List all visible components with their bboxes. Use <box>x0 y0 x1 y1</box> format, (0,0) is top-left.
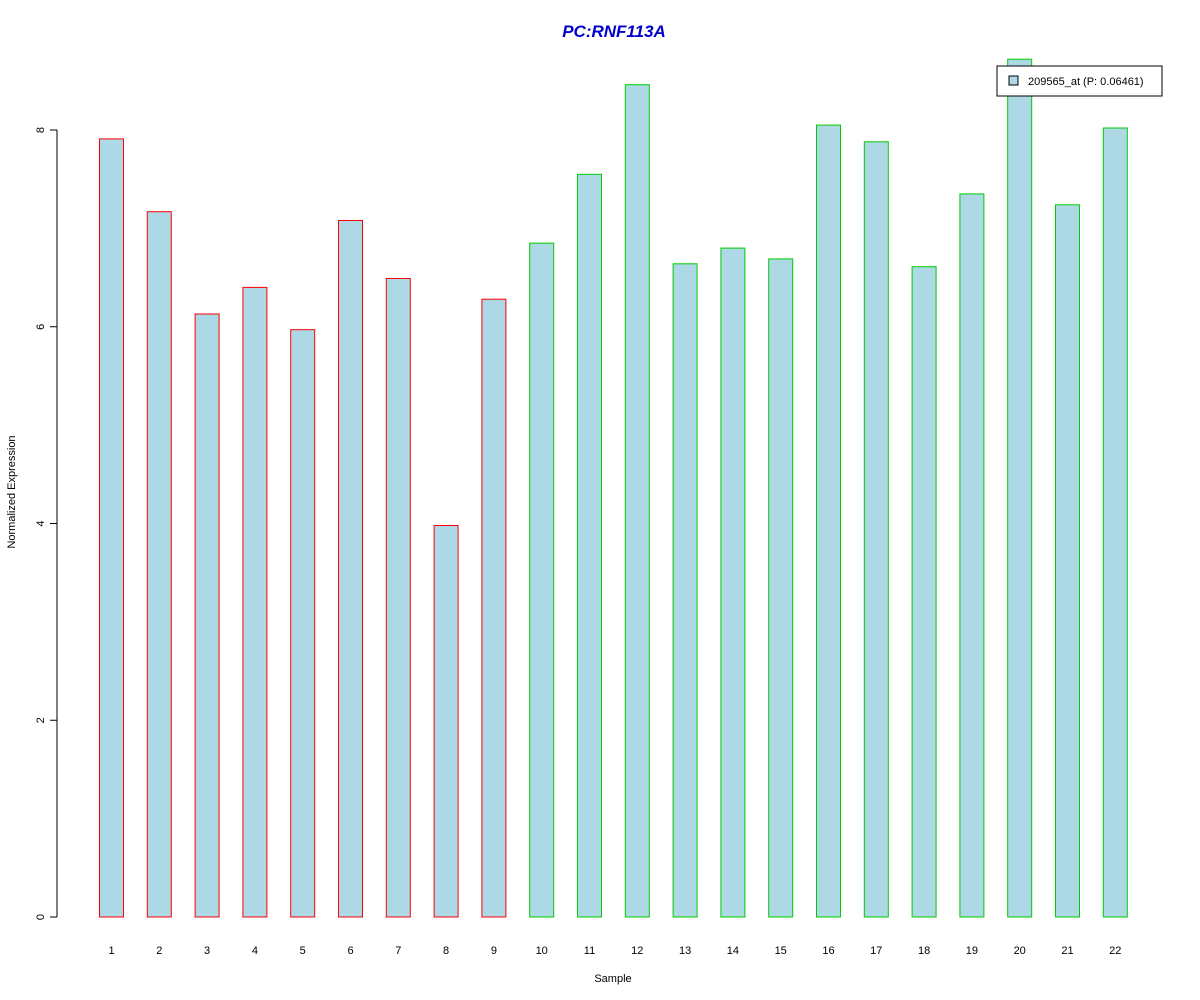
x-tick-label: 6 <box>347 945 353 957</box>
bar-sample-15 <box>768 258 794 918</box>
y-axis: 0 2 4 6 8 <box>35 127 57 920</box>
bar-sample-14 <box>720 247 746 918</box>
chart-title: PC:RNF113A <box>562 22 666 41</box>
y-tick-label: 0 <box>35 914 47 920</box>
x-tick-label: 4 <box>252 945 258 957</box>
x-tick-label: 12 <box>631 945 643 957</box>
x-tick-label: 21 <box>1061 945 1073 957</box>
bar-sample-11 <box>577 173 602 918</box>
bar-sample-9 <box>481 298 507 918</box>
y-axis-label: Normalized Expression <box>6 435 18 548</box>
x-axis-label: Sample <box>594 973 631 985</box>
bar-sample-18 <box>911 266 937 918</box>
x-axis-labels: 1 2 3 4 5 6 7 8 9 10 11 12 13 14 15 16 17 18 19 20 21 22 <box>108 945 1121 957</box>
x-tick-label: 7 <box>395 945 401 957</box>
y-tick-label: 6 <box>35 324 47 330</box>
bar-sample-19 <box>959 193 985 918</box>
x-tick-label: 19 <box>966 945 978 957</box>
x-tick-label: 10 <box>536 945 548 957</box>
bar-sample-8 <box>433 525 459 918</box>
x-tick-label: 14 <box>727 945 739 957</box>
x-tick-label: 8 <box>443 945 449 957</box>
bar-sample-4 <box>242 286 268 918</box>
x-tick-label: 3 <box>204 945 210 957</box>
x-tick-label: 22 <box>1109 945 1121 957</box>
y-tick-label: 8 <box>35 127 47 133</box>
bar-sample-16 <box>816 124 841 918</box>
x-tick-label: 20 <box>1014 945 1026 957</box>
bar-sample-5 <box>290 329 316 918</box>
bar-sample-22 <box>1102 127 1128 918</box>
x-tick-label: 2 <box>156 945 162 957</box>
legend-swatch <box>1008 75 1019 86</box>
legend: 209565_at (P: 0.06461) <box>996 65 1163 97</box>
bar-sample-1 <box>99 138 124 918</box>
legend-label: 209565_at (P: 0.06461) <box>1028 76 1144 88</box>
x-tick-label: 11 <box>584 945 595 957</box>
legend-box <box>996 65 1163 97</box>
bar-sample-3 <box>194 313 220 918</box>
bar-sample-2 <box>146 211 172 918</box>
bar-sample-10 <box>529 242 555 918</box>
bars-group <box>99 58 1128 918</box>
bar-sample-6 <box>338 220 363 918</box>
x-tick-label: 9 <box>491 945 497 957</box>
x-tick-label: 17 <box>870 945 882 957</box>
bar-sample-21 <box>1055 204 1080 918</box>
x-tick-label: 18 <box>918 945 930 957</box>
x-tick-label: 5 <box>300 945 306 957</box>
x-tick-label: 15 <box>775 945 787 957</box>
x-tick-label: 13 <box>679 945 691 957</box>
y-tick-label: 4 <box>35 520 47 526</box>
x-tick-label: 1 <box>108 945 114 957</box>
bar-sample-7 <box>385 278 411 918</box>
x-tick-label: 16 <box>822 945 834 957</box>
bar-sample-12 <box>624 84 650 918</box>
bar-sample-13 <box>672 263 698 918</box>
bar-sample-17 <box>863 141 889 918</box>
y-tick-label: 2 <box>35 717 47 723</box>
bar-sample-20 <box>1007 58 1033 918</box>
